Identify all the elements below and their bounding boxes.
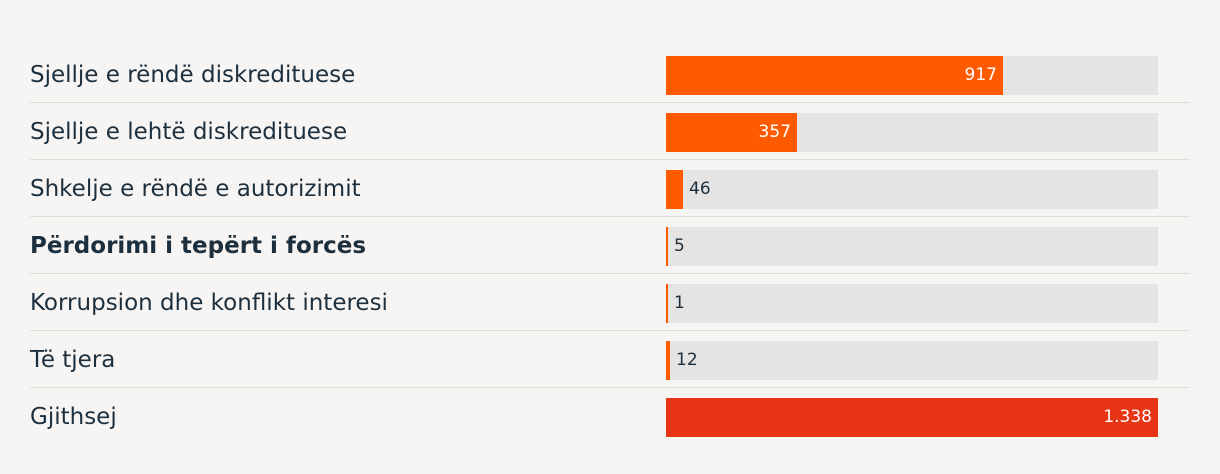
row-divider: [30, 387, 1190, 388]
bar: [666, 56, 1003, 95]
row-divider: [30, 273, 1190, 274]
bar: [666, 227, 668, 266]
category-label: Të tjera: [30, 347, 116, 373]
bar: [666, 170, 683, 209]
value-label: 357: [758, 122, 791, 142]
bar-track: 917: [666, 56, 1158, 95]
row-divider: [30, 216, 1190, 217]
bar: [666, 113, 797, 152]
chart-row: Gjithsej 1.338: [30, 389, 1190, 445]
bar: [666, 341, 670, 380]
chart-row: Korrupsion dhe konflikt interesi 1: [30, 275, 1190, 331]
bar-track: 5: [666, 227, 1158, 266]
row-divider: [30, 330, 1190, 331]
row-divider: [30, 159, 1190, 160]
value-label: 12: [676, 350, 698, 370]
bar: [666, 398, 1158, 437]
bar-track: 1.338: [666, 398, 1158, 437]
bar-track: 12: [666, 341, 1158, 380]
value-label: 46: [689, 179, 711, 199]
bar-track: 46: [666, 170, 1158, 209]
value-label: 1: [674, 293, 685, 313]
chart-row: Sjellje e rëndë diskredituese 917: [30, 47, 1190, 103]
category-label: Gjithsej: [30, 404, 117, 430]
value-label: 917: [964, 65, 997, 85]
value-label: 1.338: [1103, 407, 1152, 427]
chart-row: Të tjera 12: [30, 332, 1190, 388]
value-label: 5: [674, 236, 685, 256]
category-label: Sjellje e lehtë diskredituese: [30, 119, 348, 145]
bar: [666, 284, 668, 323]
chart-row: Sjellje e lehtë diskredituese 357: [30, 104, 1190, 160]
bar-track: 1: [666, 284, 1158, 323]
chart-row: Shkelje e rëndë e autorizimit 46: [30, 161, 1190, 217]
bar-track: 357: [666, 113, 1158, 152]
row-divider: [30, 102, 1190, 103]
category-label: Korrupsion dhe konflikt interesi: [30, 290, 388, 316]
category-label: Shkelje e rëndë e autorizimit: [30, 176, 361, 202]
chart-row: Përdorimi i tepërt i forcës 5: [30, 218, 1190, 274]
category-label: Sjellje e rëndë diskredituese: [30, 62, 356, 88]
category-label: Përdorimi i tepërt i forcës: [30, 233, 367, 259]
